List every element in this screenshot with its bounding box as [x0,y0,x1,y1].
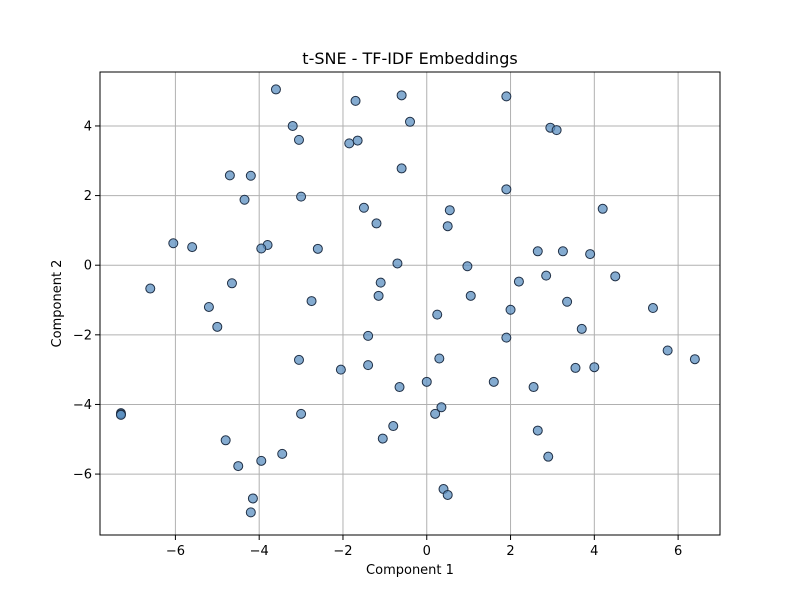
data-point [689,354,700,365]
data-point [396,90,407,101]
data-point [377,433,388,444]
data-point [396,163,407,174]
data-point [444,205,455,216]
data-point [562,296,573,307]
data-point [505,304,516,315]
data-point [256,243,267,254]
data-point [371,218,382,229]
data-point [296,191,307,202]
x-tick-label: −2 [333,544,352,559]
data-point [358,202,369,213]
data-point [239,194,250,205]
x-axis-label: Component 1 [366,563,454,578]
data-point [488,376,499,387]
x-tick-label: 0 [423,544,431,559]
x-tick-label: 6 [674,544,682,559]
plot-frame [99,71,721,536]
data-point [585,249,596,260]
data-point [363,330,374,341]
data-point [392,258,403,269]
data-point [312,243,323,254]
data-point [597,203,608,214]
y-tick-label: −4 [73,398,92,413]
x-tick-label: 2 [506,544,514,559]
data-point [430,408,441,419]
x-tick-label: −4 [250,544,269,559]
data-point [187,242,198,253]
data-point [465,290,476,301]
data-point [245,170,256,181]
data-point [306,296,317,307]
data-point [421,376,432,387]
chart-title: t-SNE - TF-IDF Embeddings [302,49,517,68]
data-point [335,364,346,375]
x-tick-label: −6 [166,544,185,559]
y-tick-label: 0 [84,259,92,274]
data-point [375,277,386,288]
data-point [226,278,237,289]
data-point [462,261,473,272]
data-point [543,451,554,462]
data-point [501,184,512,195]
y-tick-label: 2 [84,189,92,204]
data-point [501,91,512,102]
grid [100,72,720,535]
data-point [442,221,453,232]
data-point [432,309,443,320]
data-point [570,362,581,373]
data-point [270,84,281,95]
data-point [501,332,512,343]
data-point [245,507,256,518]
y-tick-label: −6 [73,468,92,483]
x-axis-ticks: −6 −4 −2 0 2 4 6 [166,535,682,559]
data-point [277,448,288,459]
data-point [662,345,673,356]
data-point [442,489,453,500]
data-point [513,276,524,287]
data-point [405,116,415,127]
data-point [434,353,445,364]
y-tick-label: 4 [84,119,92,134]
y-axis-label: Component 2 [50,260,65,348]
data-point [220,435,231,446]
data-point [373,290,384,301]
data-point [233,461,244,472]
data-point [541,270,552,281]
data-point [363,360,374,371]
data-point [528,382,539,393]
data-point [296,408,307,419]
data-point [394,382,405,393]
data-point [344,138,355,149]
data-points [115,84,700,518]
data-point [576,323,587,334]
data-point [551,125,562,136]
data-point [247,493,258,504]
data-point [203,301,214,312]
data-point [557,246,568,257]
data-point [532,425,543,436]
data-point [436,402,447,413]
data-point [352,135,363,146]
y-tick-label: −2 [73,328,92,343]
data-point [293,354,304,365]
data-point [589,362,600,373]
data-point [610,271,621,282]
data-point [388,421,399,432]
data-point [115,409,126,420]
data-point [145,283,156,294]
data-point [647,303,658,314]
data-point [168,238,179,249]
y-axis-ticks: −6 −4 −2 0 2 4 [73,119,100,483]
plot-area-background [100,72,720,535]
data-point [350,95,361,106]
data-point [287,120,298,131]
data-point [212,321,223,332]
data-point [293,134,304,145]
data-point [256,455,267,466]
data-point [532,246,543,257]
x-tick-label: 4 [590,544,598,559]
data-point [224,170,235,181]
